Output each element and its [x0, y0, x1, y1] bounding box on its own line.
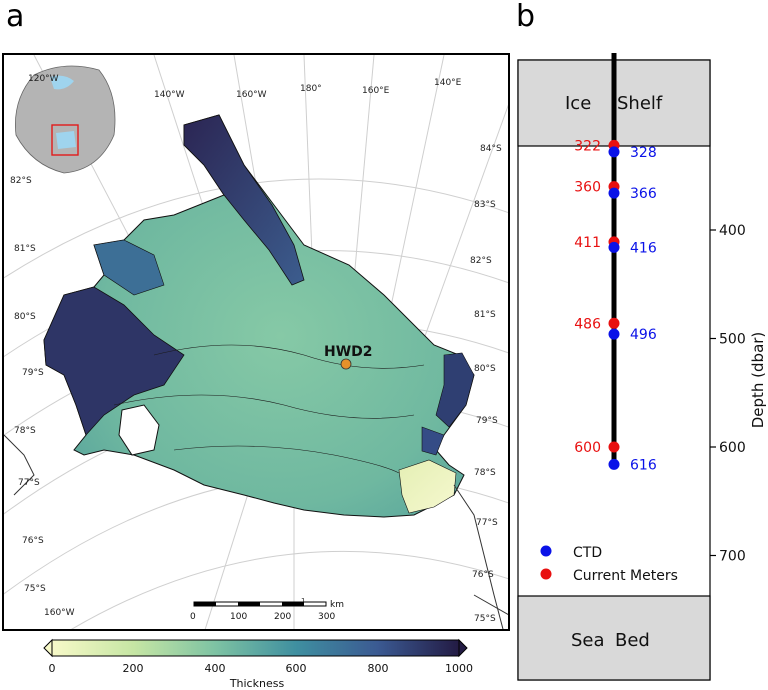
sea-bed-box: [517, 595, 711, 681]
legend-ctd-label: CTD: [573, 545, 602, 561]
depth-axis-label: Depth (dbar): [749, 332, 767, 429]
ice-shelf-label-1: Ice: [565, 93, 591, 114]
lon-label: 160°E: [362, 86, 390, 96]
lon-label: 180°: [300, 84, 322, 94]
ctd-depth-label: 616: [630, 457, 657, 473]
colorbar-tick: 1000: [445, 662, 473, 675]
lat-label: 77°S: [476, 518, 498, 528]
depth-tick-label: 600: [719, 440, 746, 456]
scale-bar: 0 100 200 300 km: [190, 600, 344, 622]
current-meters: 322 360 411 486 600: [574, 138, 620, 456]
colorbar-tick: 400: [205, 662, 226, 675]
lat-label: 78°S: [474, 468, 496, 478]
thickness-colorbar: 0 200 400 600 800 1000 Thickness: [43, 638, 474, 690]
lat-label: 78°S: [14, 426, 36, 436]
scale-unit: km: [330, 600, 344, 610]
ctd-dot: [608, 146, 620, 158]
latitude-labels-left: 82°S 81°S 80°S 79°S 78°S 77°S 76°S 75°S: [10, 176, 46, 594]
depth-tick-label: 500: [719, 332, 746, 348]
ctd-depth-label: 366: [630, 186, 657, 202]
colorbar-scale: [51, 639, 460, 657]
lat-label: 82°S: [10, 176, 32, 186]
lat-label: 76°S: [22, 536, 44, 546]
ctd-depth-label: 496: [630, 327, 657, 343]
depth-tick-label: 400: [719, 223, 746, 239]
legend-meter-dot: [540, 568, 552, 580]
sea-bed-label-1: Sea: [571, 630, 605, 651]
antarctica-inset: [15, 65, 116, 174]
inset-region-box: [51, 124, 79, 156]
scale-tick: 300: [318, 612, 335, 622]
mooring-profile: Ice Shelf Sea Bed 400 500 600 700 Depth (db…: [517, 53, 767, 681]
current-meter-depth-label: 411: [574, 235, 601, 251]
lat-label: 80°S: [14, 312, 36, 322]
lat-label: 75°S: [474, 614, 496, 624]
lat-label: 80°S: [474, 364, 496, 374]
current-meter-depth-label: 486: [574, 316, 601, 332]
ice-shelf: [43, 114, 475, 518]
lat-label: 82°S: [470, 256, 492, 266]
lat-label: 81°S: [474, 310, 496, 320]
lat-label: 79°S: [476, 416, 498, 426]
ctd-dot: [608, 458, 620, 470]
ctd-sensors: 328 366 416 496 616: [608, 145, 657, 473]
ctd-depth-label: 328: [630, 145, 657, 161]
site-hwd2: HWD2: [324, 344, 373, 370]
colorbar-ticks: 0 200 400 600 800 1000: [49, 662, 474, 675]
scale-tick: 200: [274, 612, 291, 622]
lon-label: 160°W: [236, 90, 267, 100]
site-marker: [340, 358, 352, 370]
ice-shelf-label-2: Shelf: [617, 93, 663, 114]
scale-tick: 0: [190, 612, 196, 622]
lat-label: 84°S: [480, 144, 502, 154]
ctd-dot: [608, 328, 620, 340]
depth-tick-label: 700: [719, 549, 746, 565]
colorbar-tick: 200: [123, 662, 144, 675]
ice-thickness-map: 82°S 81°S 80°S 79°S 78°S 77°S 76°S 75°S …: [2, 53, 510, 631]
scale-tick: 100: [230, 612, 247, 622]
lon-label: 160°W: [44, 608, 75, 618]
lat-label: 81°S: [14, 244, 36, 254]
lat-label: 83°S: [474, 200, 496, 210]
coastline: [4, 434, 508, 629]
current-meter-dot: [608, 441, 620, 453]
ctd-depth-label: 416: [630, 240, 657, 256]
colorbar-tick: 800: [368, 662, 389, 675]
ctd-dot: [608, 187, 620, 199]
legend: CTD Current Meters: [540, 545, 678, 584]
colorbar-tick: 600: [286, 662, 307, 675]
sea-bed-label-2: Bed: [615, 630, 650, 651]
lon-label: 140°W: [154, 90, 185, 100]
ctd-dot: [608, 241, 620, 253]
lon-label: 140°E: [434, 78, 462, 88]
map-canvas: 82°S 81°S 80°S 79°S 78°S 77°S 76°S 75°S …: [4, 55, 508, 629]
current-meter-depth-label: 322: [574, 138, 601, 154]
legend-meter-label: Current Meters: [573, 568, 678, 584]
current-meter-depth-label: 360: [574, 180, 601, 196]
lon-label: 120°W: [28, 74, 59, 84]
legend-ctd-dot: [540, 545, 552, 557]
lat-label: 79°S: [22, 368, 44, 378]
colorbar-tick: 0: [49, 662, 56, 675]
colorbar-min-extend: [43, 638, 53, 658]
colorbar-label: Thickness: [229, 677, 285, 690]
latitude-labels-right: 84°S 83°S 82°S 81°S 80°S 79°S 78°S 77°S …: [470, 144, 502, 624]
site-label: HWD2: [324, 344, 373, 360]
colorbar-max-extend: [458, 638, 468, 658]
panel-b-label: b: [516, 0, 536, 34]
lon-label: 1: [301, 597, 305, 605]
lat-label: 75°S: [24, 584, 46, 594]
depth-axis: 400 500 600 700 Depth (dbar): [710, 223, 767, 565]
current-meter-dot: [608, 317, 620, 329]
lat-label: 77°S: [18, 478, 40, 488]
panel-a-label: a: [6, 0, 25, 34]
lat-label: 76°S: [472, 570, 494, 580]
current-meter-depth-label: 600: [574, 440, 601, 456]
longitude-labels: 120°W 140°W 160°W 180° 160°E 140°E 160°W…: [28, 74, 462, 618]
